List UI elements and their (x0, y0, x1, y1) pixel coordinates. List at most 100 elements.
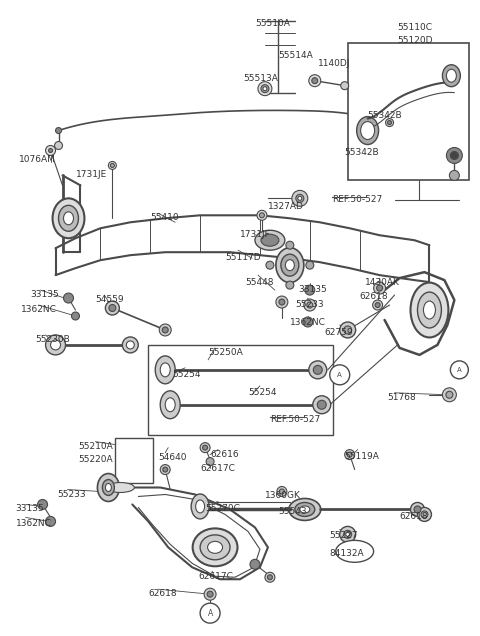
Circle shape (418, 508, 432, 522)
Ellipse shape (102, 480, 114, 495)
Text: 55254: 55254 (172, 370, 201, 379)
Circle shape (110, 163, 114, 167)
Bar (115, 438, 153, 483)
Circle shape (373, 282, 385, 294)
Text: 62759: 62759 (325, 328, 353, 337)
Text: 55513A: 55513A (243, 74, 278, 83)
Circle shape (277, 487, 287, 497)
Text: 55210A: 55210A (78, 441, 113, 451)
Circle shape (159, 324, 171, 336)
Circle shape (63, 293, 73, 303)
Circle shape (347, 452, 352, 457)
Text: 55233: 55233 (58, 490, 86, 499)
Bar (348, 43, 469, 181)
Text: 55342B: 55342B (368, 111, 402, 120)
Circle shape (276, 296, 288, 308)
Text: 55119A: 55119A (345, 452, 380, 460)
Text: A: A (337, 372, 342, 378)
Text: 62618: 62618 (148, 589, 177, 598)
Circle shape (377, 285, 383, 291)
Circle shape (46, 146, 56, 155)
Ellipse shape (255, 230, 285, 250)
Circle shape (341, 81, 348, 90)
Ellipse shape (443, 65, 460, 86)
Circle shape (37, 499, 48, 509)
Circle shape (317, 400, 326, 409)
Circle shape (50, 340, 60, 350)
Circle shape (265, 572, 275, 582)
Circle shape (346, 532, 350, 536)
Circle shape (344, 530, 352, 538)
Ellipse shape (107, 483, 134, 492)
Text: 55227: 55227 (330, 532, 358, 541)
Text: 51768: 51768 (387, 393, 416, 402)
Circle shape (55, 142, 62, 149)
Text: 33135: 33135 (16, 504, 45, 513)
Ellipse shape (160, 391, 180, 418)
Circle shape (46, 335, 65, 355)
Text: 55230B: 55230B (36, 335, 71, 344)
Circle shape (250, 559, 260, 569)
Circle shape (286, 241, 294, 249)
Circle shape (162, 327, 168, 333)
Ellipse shape (261, 234, 279, 246)
Circle shape (108, 162, 116, 169)
Circle shape (46, 516, 56, 527)
Circle shape (344, 326, 352, 334)
Text: 1362NC: 1362NC (290, 318, 326, 327)
Circle shape (307, 302, 313, 308)
Circle shape (309, 74, 321, 86)
Ellipse shape (155, 356, 175, 384)
Text: 1731JE: 1731JE (75, 170, 107, 179)
Circle shape (303, 317, 313, 327)
Ellipse shape (63, 212, 73, 225)
Circle shape (279, 299, 285, 305)
Text: 62618: 62618 (360, 292, 388, 301)
Ellipse shape (357, 116, 379, 144)
Circle shape (313, 396, 331, 414)
Text: 1362NC: 1362NC (21, 305, 57, 314)
Circle shape (372, 300, 383, 310)
Circle shape (109, 305, 116, 312)
Circle shape (203, 445, 207, 450)
Circle shape (106, 301, 120, 315)
Ellipse shape (97, 474, 120, 501)
Ellipse shape (52, 198, 84, 238)
Circle shape (340, 322, 356, 338)
Text: 55410: 55410 (150, 213, 179, 223)
Circle shape (122, 337, 138, 353)
Circle shape (446, 148, 462, 163)
Circle shape (292, 190, 308, 206)
Circle shape (296, 195, 304, 202)
Text: 1430AK: 1430AK (365, 278, 399, 287)
Circle shape (286, 281, 294, 289)
Circle shape (330, 365, 350, 385)
Text: 1362NC: 1362NC (16, 520, 51, 529)
Text: 1360GK: 1360GK (265, 492, 301, 501)
Text: 55342B: 55342B (345, 148, 379, 158)
Text: 55250A: 55250A (208, 348, 243, 357)
Circle shape (414, 506, 421, 513)
Text: 55233: 55233 (295, 300, 324, 309)
Circle shape (385, 118, 394, 127)
Circle shape (298, 197, 302, 200)
Text: 55510A: 55510A (255, 19, 290, 28)
Ellipse shape (423, 301, 435, 319)
Circle shape (446, 391, 453, 398)
Ellipse shape (200, 535, 230, 560)
Circle shape (267, 575, 273, 580)
Circle shape (257, 211, 267, 220)
Circle shape (206, 457, 214, 466)
Circle shape (266, 261, 274, 269)
Ellipse shape (410, 282, 448, 338)
Circle shape (450, 151, 458, 160)
Circle shape (200, 443, 210, 453)
Circle shape (340, 527, 356, 543)
Ellipse shape (446, 69, 456, 82)
Text: REF.50-527: REF.50-527 (270, 415, 320, 424)
Ellipse shape (418, 292, 442, 328)
Text: 55117D: 55117D (225, 253, 261, 262)
Circle shape (56, 128, 61, 134)
Circle shape (387, 121, 392, 125)
Text: 55448: 55448 (245, 278, 274, 287)
